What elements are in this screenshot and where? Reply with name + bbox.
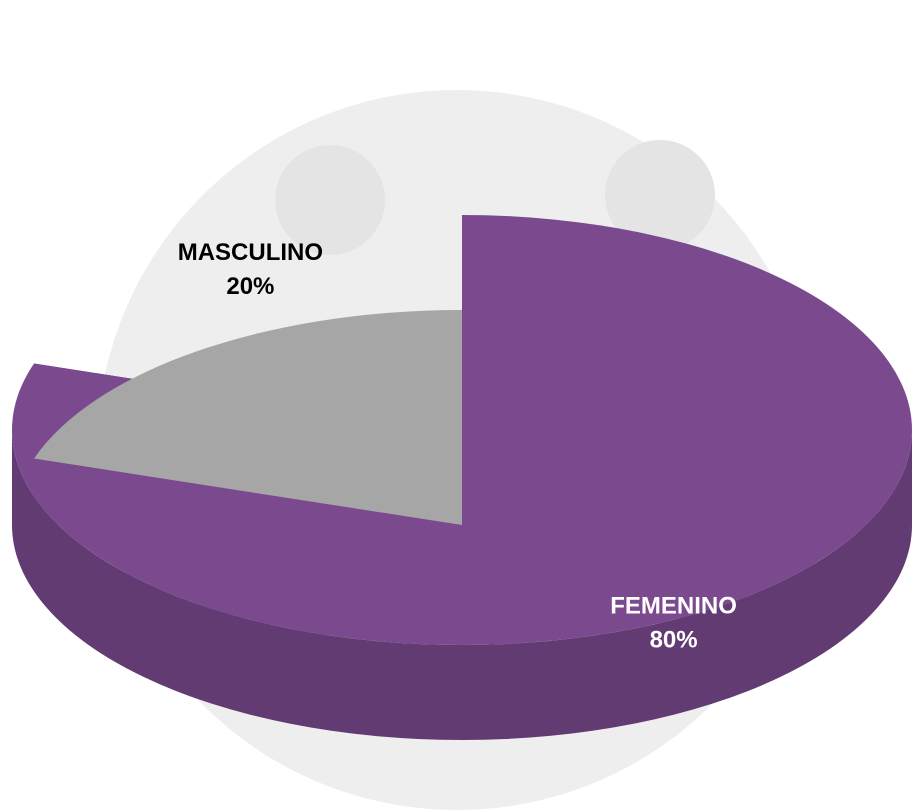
slice-value-label: 80%	[650, 626, 698, 653]
watermark-head	[605, 140, 715, 250]
slice-label: FEMENINO	[610, 592, 737, 619]
slice-label: MASCULINO	[178, 239, 323, 266]
pie-slice	[34, 310, 462, 525]
pie: FEMENINO 80% MASCULINO 20%	[11, 215, 912, 740]
watermark-head	[275, 145, 385, 255]
pie-side	[12, 430, 912, 740]
slice-value-label: 20%	[226, 273, 274, 300]
